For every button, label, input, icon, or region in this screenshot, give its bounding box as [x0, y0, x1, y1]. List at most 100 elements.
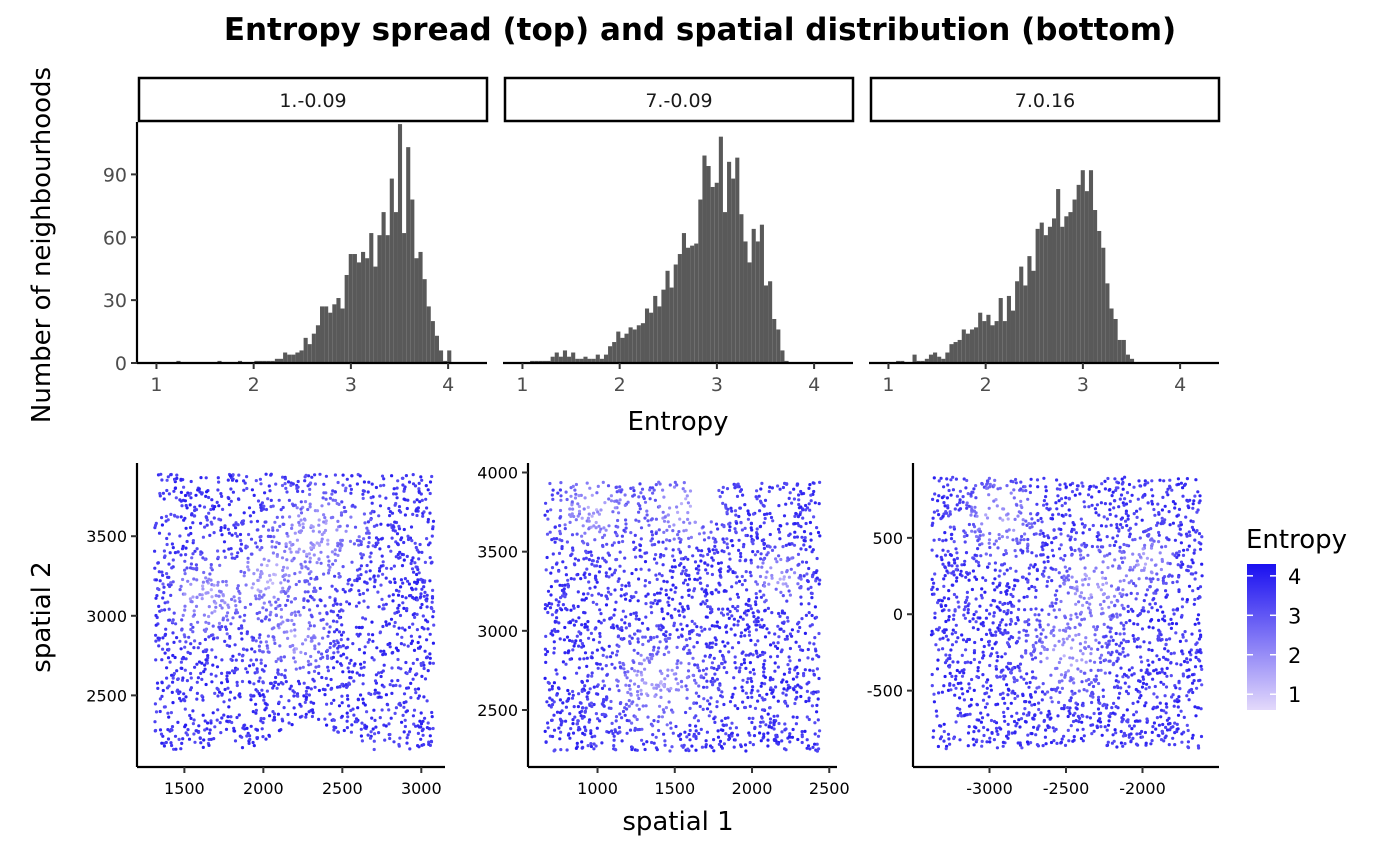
scatter-point [758, 731, 762, 735]
scatter-point [315, 509, 320, 513]
scatter-point [671, 569, 675, 574]
scatter-point [235, 554, 239, 559]
scatter-point [266, 497, 270, 501]
scatter-point [359, 727, 363, 731]
scatter-point [339, 645, 343, 649]
scatter-point [558, 508, 563, 513]
scatter-point [792, 688, 796, 692]
scatter-point [430, 715, 434, 719]
scatter-point [409, 641, 413, 646]
scatter-point [252, 493, 256, 497]
scatter-point [1057, 571, 1061, 575]
scatter-point [405, 506, 409, 511]
scatter-point [580, 746, 584, 750]
scatter-point [693, 577, 697, 582]
scatter-point [262, 593, 266, 597]
scatter-point [563, 527, 567, 531]
scatter-point [651, 654, 655, 658]
scatter-point [1037, 701, 1041, 705]
scatter-point [392, 740, 396, 744]
scatter-point [1121, 646, 1125, 651]
scatter-point [753, 726, 757, 731]
scatter-point [216, 476, 220, 480]
histogram-bar [295, 352, 300, 363]
scatter-point [596, 556, 601, 560]
scatter-point [747, 513, 752, 517]
scatter-point [207, 605, 211, 609]
scatter-point [565, 540, 570, 544]
scatter-point [374, 673, 378, 677]
scatter-point [342, 505, 346, 510]
scatter-point [628, 728, 633, 732]
scatter-point [590, 651, 595, 655]
scatter-point [549, 508, 553, 512]
scatter-point [609, 699, 613, 704]
scatter-point [560, 583, 565, 588]
scatter-point [365, 531, 369, 535]
scatter-point [771, 688, 775, 692]
scatter-point [749, 676, 753, 681]
scatter-point [560, 594, 565, 598]
scatter-point [362, 537, 366, 541]
scatter-point [628, 634, 632, 638]
scatter-point [358, 592, 362, 597]
histogram-bar [599, 358, 604, 363]
scatter-point [292, 556, 296, 561]
scatter-point [1159, 605, 1163, 609]
histogram-bar [686, 247, 691, 363]
scatter-point [161, 636, 165, 640]
scatter-point [1116, 680, 1121, 684]
scatter-point [807, 717, 811, 722]
scatter-point [336, 613, 340, 617]
scatter-point [754, 580, 758, 584]
scatter-point [420, 550, 424, 555]
scatter-point [235, 680, 239, 685]
scatter-point [770, 548, 775, 553]
scatter-point [780, 570, 784, 575]
scatter-point [597, 512, 602, 516]
scatter-point [1163, 694, 1167, 698]
scatter-point [568, 513, 572, 517]
scatter-point [618, 564, 622, 568]
scatter-point [269, 473, 273, 477]
scatter-point [573, 641, 577, 645]
scatter-point [803, 668, 807, 672]
histogram-bar [763, 285, 769, 363]
scatter-point [399, 585, 403, 589]
scatter-point [805, 689, 810, 694]
scatter-point [258, 548, 262, 552]
scatter-point [400, 476, 404, 480]
scatter-point [354, 625, 358, 629]
scatter-point [286, 618, 290, 623]
scatter-point [680, 595, 684, 599]
scatter-point [554, 562, 559, 566]
scatter-point [802, 574, 806, 578]
scatter-point [948, 671, 952, 676]
scatter-point [290, 526, 294, 531]
scatter-point [684, 528, 688, 532]
scatter-point [805, 738, 809, 742]
scatter-x-tick-label: 2500 [322, 779, 363, 798]
scatter-point [662, 652, 666, 657]
scatter-point [651, 486, 655, 490]
scatter-point [594, 712, 599, 716]
scatter-point [1156, 577, 1160, 582]
scatter-point [220, 494, 224, 498]
scatter-point [292, 706, 296, 710]
scatter-point [708, 627, 712, 631]
scatter-point [340, 701, 344, 705]
histogram-bar [982, 321, 987, 363]
scatter-point [183, 516, 187, 520]
scatter-point [315, 561, 319, 565]
scatter-point [268, 489, 272, 493]
scatter-point [347, 704, 351, 708]
scatter-point [261, 735, 265, 739]
scatter-point [1082, 541, 1086, 546]
scatter-point [612, 744, 616, 748]
scatter-point [309, 576, 313, 581]
scatter-point [406, 498, 410, 502]
scatter-point [313, 644, 317, 648]
scatter-point [791, 727, 795, 732]
scatter-point [259, 640, 263, 644]
scatter-point [633, 533, 637, 538]
